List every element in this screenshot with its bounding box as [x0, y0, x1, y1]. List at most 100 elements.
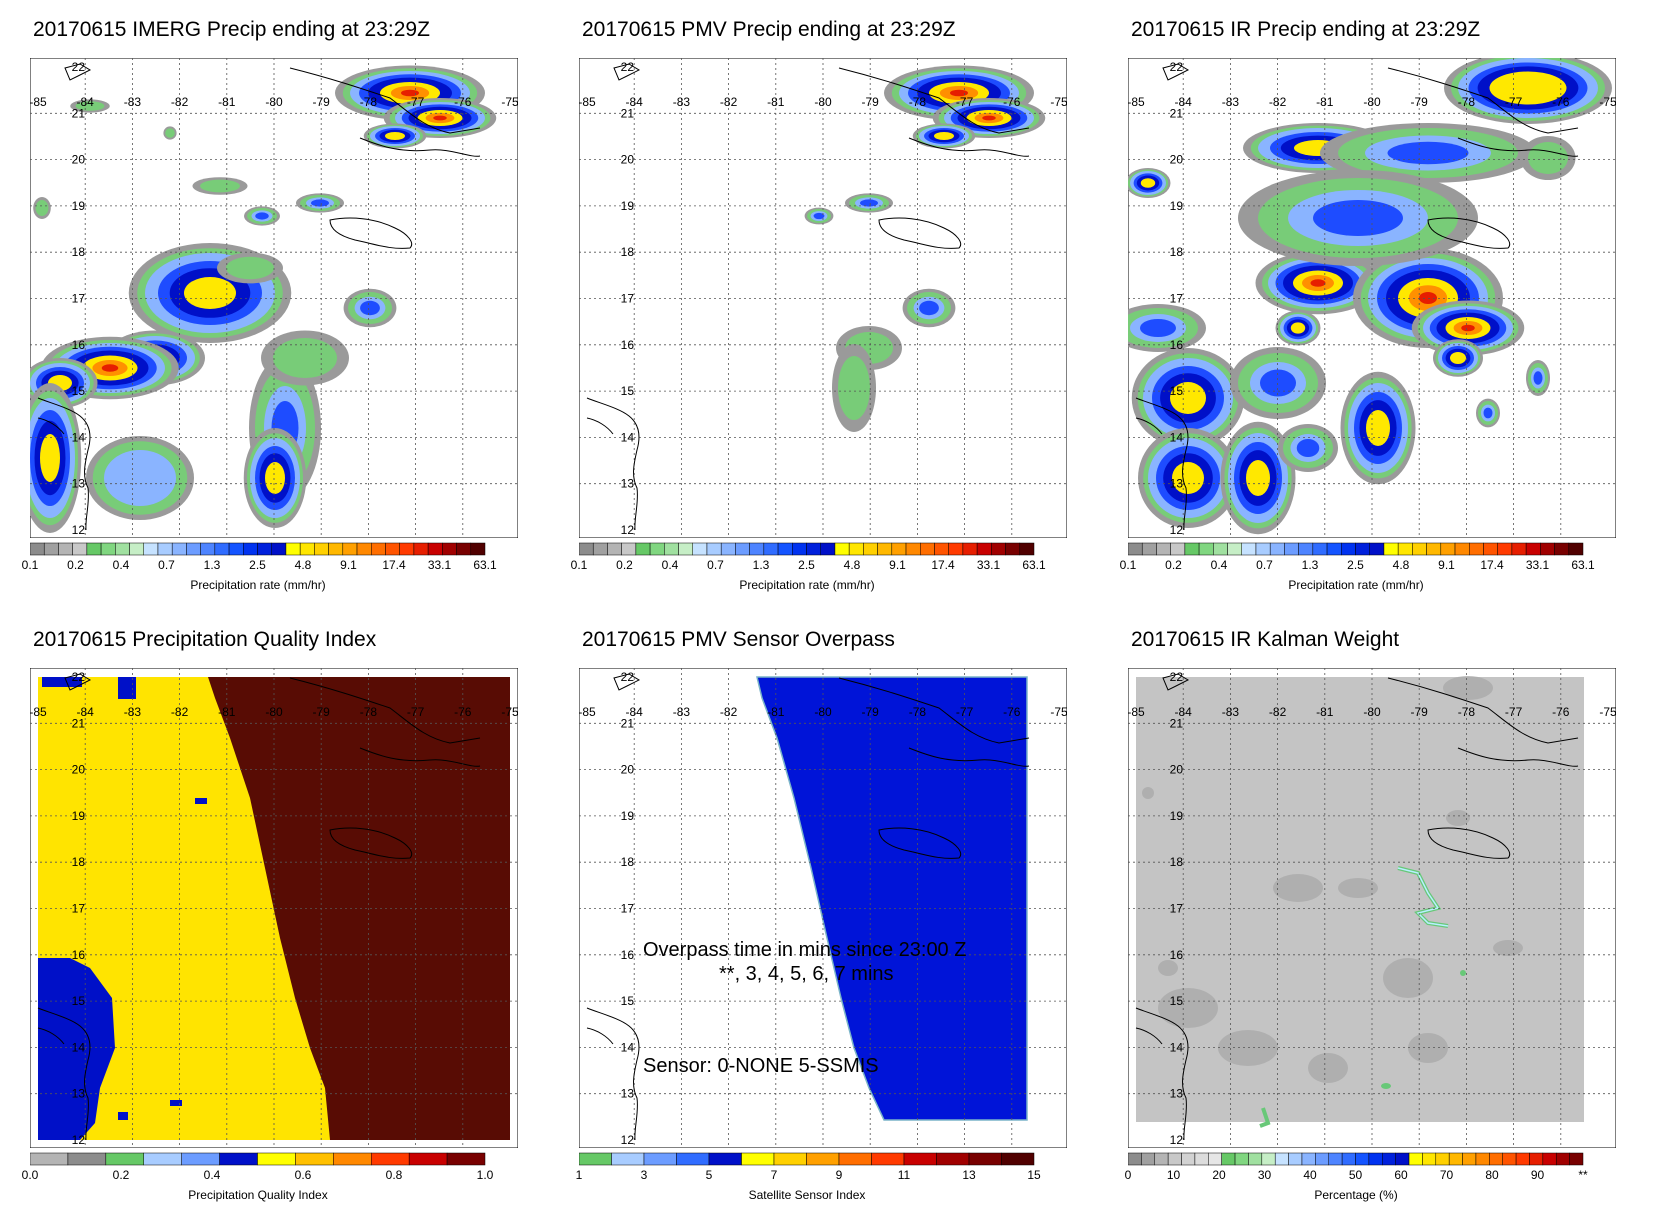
- overpass-info-line: Overpass time in mins since 23:00 Z: [643, 939, 966, 961]
- colorbar-tick-label: 13: [962, 1168, 976, 1182]
- colorbar-swatch: [1255, 542, 1271, 556]
- colorbar-kalman: 0 10 20 30 40 50 60 70 80 90 ** Percentage (%): [1125, 1152, 1588, 1212]
- colorbar-swatch: [1497, 542, 1513, 556]
- panel-sensor-overpass: 20170615 PMV Sensor Overpass -85 -84 -83 -8…: [576, 610, 1119, 1210]
- coastlines: [586, 63, 1030, 531]
- lat-label: 15: [72, 384, 86, 398]
- lon-label: -77: [407, 95, 425, 109]
- lat-label: 22: [72, 670, 86, 684]
- colorbar-swatch: [792, 542, 807, 556]
- axis-labels: -85 -84 -83 -82 -81 -80 -79 -78 -77 -76 -75 22 21 20 1…: [579, 60, 1067, 537]
- lat-label: 18: [72, 855, 86, 869]
- colorbar-tick-label: 0.7: [1256, 558, 1273, 572]
- lat-label: 17: [621, 292, 635, 306]
- colorbar-title: Precipitation rate (mm/hr): [190, 578, 326, 592]
- colorbar-swatch: [579, 542, 594, 556]
- colorbar-tick-label: 17.4: [382, 558, 406, 572]
- lon-label: -76: [1552, 95, 1570, 109]
- lat-label: 21: [72, 716, 86, 730]
- colorbar-swatch: [1408, 1152, 1423, 1166]
- lat-label: 20: [72, 153, 86, 167]
- colorbar-swatch: [86, 542, 102, 556]
- colorbar-swatch: [678, 542, 693, 556]
- colorbar-swatch: [1355, 542, 1370, 556]
- colorbar-swatches: [579, 1152, 1035, 1166]
- lon-label: -82: [720, 95, 738, 109]
- colorbar-swatch: [635, 542, 651, 556]
- colorbar-swatch: [1489, 1152, 1503, 1166]
- lon-label: -80: [265, 705, 283, 719]
- lat-label: 21: [621, 716, 635, 730]
- colorbar-tick-label: 11: [897, 1168, 911, 1182]
- panel-title: 20170615 IMERG Precip ending at 23:29Z: [33, 18, 430, 41]
- colorbar-swatch: [1440, 542, 1456, 556]
- map-canvas: -85 -84 -83 -82 -81 -80 -79 -78 -77 -76 -75 22 21 20 1…: [30, 58, 518, 538]
- colorbar-swatch: [1542, 1152, 1557, 1166]
- colorbar-tick-label: 4.8: [843, 558, 861, 572]
- colorbar-swatch: [314, 542, 329, 556]
- colorbar-swatch: [1368, 1152, 1383, 1166]
- colorbar-swatch: [1426, 542, 1442, 556]
- colorbar-tick-label: 9: [835, 1168, 843, 1182]
- colorbar-tick-label: 20: [1212, 1168, 1226, 1182]
- colorbar-swatch: [1355, 1152, 1370, 1166]
- colorbar-swatch: [643, 1152, 677, 1166]
- lat-label: 13: [1170, 1087, 1184, 1101]
- colorbar-swatch: [777, 542, 793, 556]
- lon-label: -78: [360, 705, 378, 719]
- lon-label: -78: [909, 95, 927, 109]
- colorbar-swatch: [1181, 1152, 1196, 1166]
- lon-label: -85: [30, 705, 47, 719]
- lat-label: 12: [72, 1133, 86, 1147]
- colorbar-tick-label: 30: [1257, 1168, 1272, 1182]
- colorbar-tick-label: 0.4: [661, 558, 679, 572]
- colorbar-swatch: [356, 542, 372, 556]
- axis-labels: -85 -84 -83 -82 -81 -80 -79 -78 -77 -76 -75 22 21 20 1…: [30, 670, 518, 1147]
- panel-title: 20170615 Precipitation Quality Index: [33, 628, 377, 651]
- colorbar-swatch: [706, 542, 722, 556]
- graticule: [1128, 58, 1616, 538]
- lon-label: -76: [1003, 95, 1021, 109]
- lat-label: 15: [621, 384, 635, 398]
- lon-label: -76: [454, 705, 472, 719]
- colorbar-swatches: [579, 542, 1035, 556]
- lon-label: -79: [862, 95, 880, 109]
- lat-label: 13: [621, 1087, 635, 1101]
- lon-label: -81: [767, 705, 785, 719]
- lon-label: -77: [1505, 705, 1523, 719]
- colorbar-swatch: [1128, 542, 1143, 556]
- lat-label: 13: [621, 477, 635, 491]
- colorbar-swatch: [708, 1152, 742, 1166]
- colorbar-swatch: [371, 1152, 410, 1166]
- colorbar-tick-label: 80: [1485, 1168, 1499, 1182]
- lon-label: -75: [1599, 95, 1616, 109]
- map-kalman-weight: -85 -84 -83 -82 -81 -80 -79 -78 -77 -76 -75 22 21 20 1…: [1128, 668, 1616, 1148]
- colorbar-swatch: [1529, 1152, 1544, 1166]
- lat-label: 18: [621, 245, 635, 259]
- lon-label: -81: [767, 95, 785, 109]
- coastlines: [37, 63, 481, 531]
- axis-labels: -85 -84 -83 -82 -81 -80 -79 -78 -77 -76 -75 22 21 20 1…: [1128, 670, 1616, 1147]
- colorbar-swatch: [936, 1152, 970, 1166]
- lat-label: 21: [1170, 106, 1184, 120]
- colorbar-swatch: [1525, 542, 1541, 556]
- kalman-field: [1136, 676, 1584, 1128]
- colorbar-tick-label: 0.1: [570, 558, 588, 572]
- colorbar-tick-label: 9.1: [340, 558, 357, 572]
- colorbar-title: Precipitation rate (mm/hr): [739, 578, 875, 592]
- colorbar-swatch: [385, 542, 400, 556]
- colorbar-swatch: [1469, 542, 1484, 556]
- lon-label: -83: [673, 95, 691, 109]
- lat-label: 19: [1170, 199, 1184, 213]
- lat-label: 16: [621, 338, 635, 352]
- colorbar-swatch: [592, 542, 608, 556]
- colorbar-tick-label: 90: [1530, 1168, 1545, 1182]
- colorbar-swatch: [905, 542, 921, 556]
- colorbar-swatch: [1397, 542, 1413, 556]
- panel-pmv-precip: 20170615 PMV Precip ending at 23:29Z -85…: [571, 0, 1119, 600]
- sensor-legend-line: Sensor: 0-NONE 5-SSMIS: [643, 1055, 879, 1077]
- overpass-info: Overpass time in mins since 23:00 Z**, 3…: [643, 939, 966, 1077]
- lat-label: 14: [1170, 1040, 1184, 1054]
- colorbar-swatch: [446, 1152, 486, 1166]
- lon-label: -80: [814, 705, 832, 719]
